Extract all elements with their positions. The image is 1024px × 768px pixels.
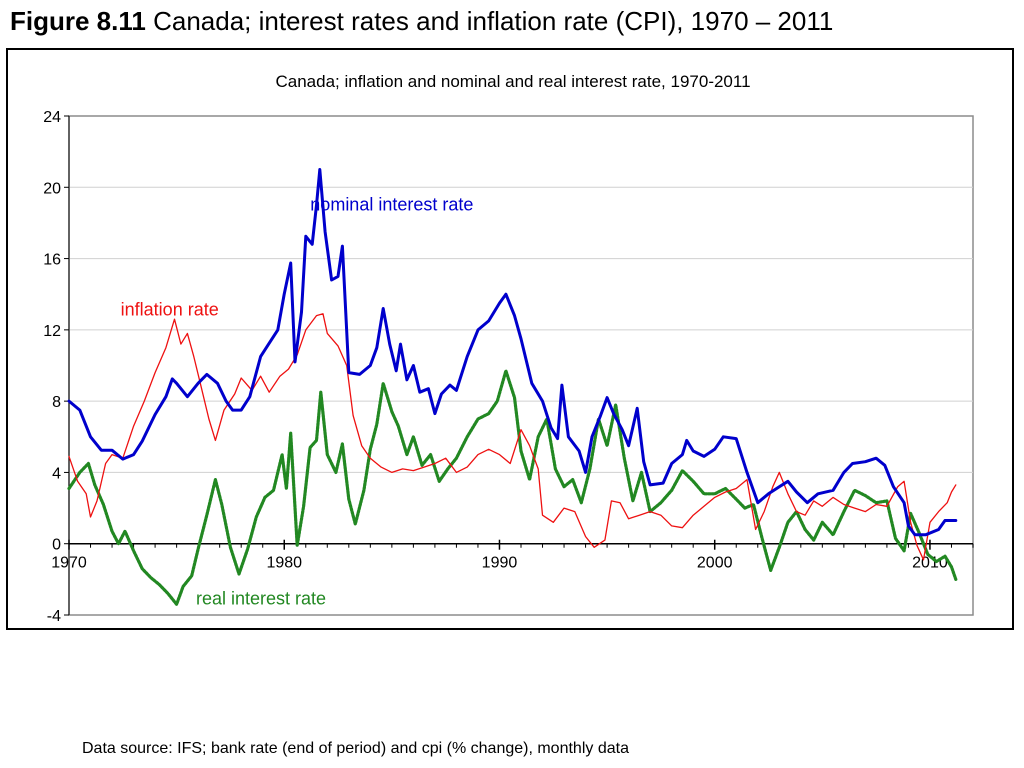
series-label-real-interest-rate: real interest rate [196,588,326,608]
figure-number: Figure 8.11 [10,6,146,36]
x-tick-label: 1990 [482,555,518,572]
series-labels: nominal interest rate inflation rate real … [121,194,474,608]
y-tick-label: 12 [43,323,61,340]
y-tick-label: 4 [52,465,61,482]
x-tick-label: 1970 [51,555,87,572]
figure-caption: Canada; interest rates and inflation rat… [153,6,834,36]
chart-frame: Canada; inflation and nominal and real i… [6,48,1014,630]
series-label-nominal-interest-rate: nominal interest rate [310,194,473,214]
series-line-real-interest-rate [67,369,958,606]
figure-title: Figure 8.11 Canada; interest rates and i… [10,6,833,37]
data-source-note: Data source: IFS; bank rate (end of peri… [82,740,629,757]
y-tick-label: -4 [47,608,61,625]
y-tick-label: 8 [52,394,61,411]
series-line-inflation-rate [68,313,957,561]
x-tick-label: 2000 [697,555,733,572]
series-lines [67,168,958,606]
plot-area-border [68,115,974,616]
y-tick-label: 16 [43,252,61,269]
line-chart: Canada; inflation and nominal and real i… [43,72,974,625]
chart-title: Canada; inflation and nominal and real i… [275,72,750,91]
series-line-nominal-interest-rate [67,168,958,537]
series-label-inflation-rate: inflation rate [121,300,219,320]
y-tick-label: 0 [52,537,61,554]
x-tick-label: 1980 [266,555,302,572]
y-tick-label: 24 [43,109,61,126]
gridlines [68,115,974,616]
y-tick-label: 20 [43,180,61,197]
